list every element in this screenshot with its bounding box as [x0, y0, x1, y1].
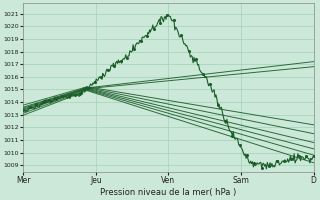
- X-axis label: Pression niveau de la mer( hPa ): Pression niveau de la mer( hPa ): [100, 188, 236, 197]
